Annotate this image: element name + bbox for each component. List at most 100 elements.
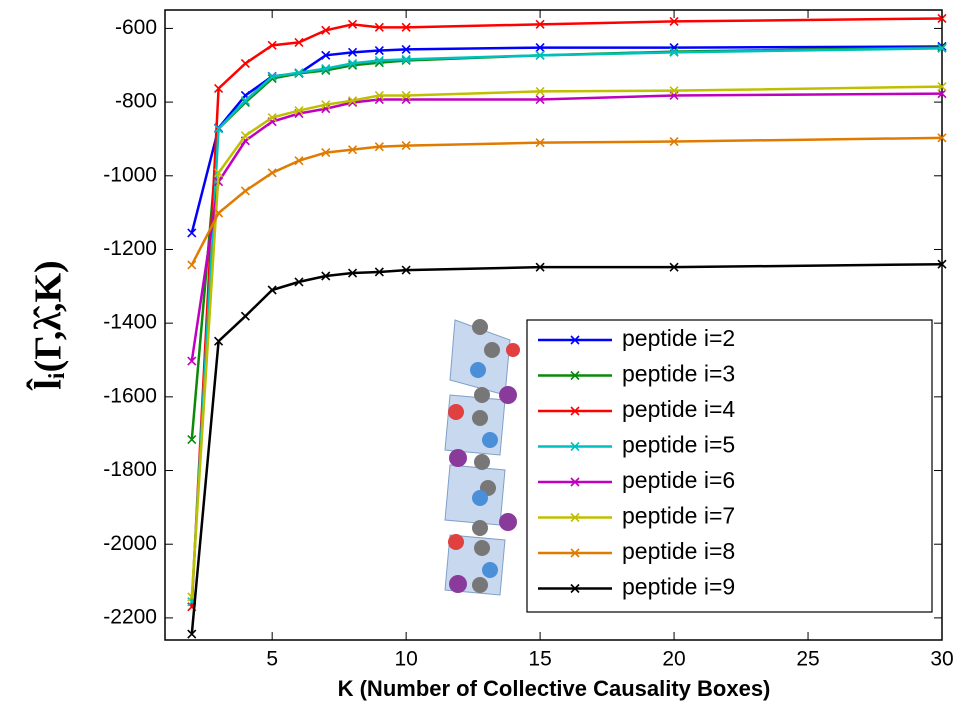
series-marker [214, 124, 224, 134]
series-marker [535, 262, 545, 272]
series-marker [187, 228, 197, 238]
series-marker [321, 271, 331, 281]
series-marker [937, 13, 947, 24]
plot-frame [164, 9, 943, 641]
series-marker [347, 145, 358, 155]
legend-label: peptide i=6 [622, 467, 735, 493]
series-marker [321, 50, 331, 60]
x-tick-label: 30 [930, 648, 953, 671]
series-marker [535, 138, 545, 148]
series-marker [401, 94, 411, 105]
x-tick-label: 10 [394, 648, 417, 671]
series-marker [347, 96, 358, 106]
series-marker [374, 22, 384, 32]
series-marker [267, 40, 277, 50]
y-tick-label: -1200 [103, 237, 157, 260]
legend-marker [570, 370, 580, 381]
legend-marker [570, 441, 580, 452]
legend-label: peptide i=8 [622, 538, 735, 564]
series-marker [347, 58, 358, 68]
series-marker [240, 131, 250, 141]
x-tick-label: 15 [528, 648, 551, 671]
series-line [190, 136, 943, 266]
legend-marker [570, 583, 580, 594]
series-line [190, 262, 943, 635]
series-line [190, 92, 943, 362]
series-marker [214, 83, 224, 94]
y-tick-label: -2000 [103, 532, 157, 555]
series-marker [669, 86, 679, 96]
legend-label: peptide i=7 [622, 503, 735, 529]
series-marker [401, 54, 411, 64]
legend-label: peptide i=5 [622, 432, 735, 458]
y-tick-label: -800 [115, 90, 157, 113]
series-marker [321, 100, 331, 110]
series-marker [294, 106, 304, 116]
series-marker [669, 16, 679, 26]
series-marker [535, 94, 545, 105]
series-marker [187, 356, 197, 366]
series-marker [535, 50, 545, 60]
series-marker [937, 89, 947, 99]
series-marker [267, 285, 277, 295]
series-marker [321, 25, 331, 35]
series-marker [347, 47, 358, 57]
series-marker [187, 260, 197, 270]
series-marker [401, 22, 411, 32]
y-tick-label: -1400 [103, 311, 157, 334]
legend-marker [570, 548, 580, 558]
series-marker [321, 148, 331, 158]
x-tick-label: 20 [662, 648, 685, 671]
series-marker [240, 96, 250, 106]
series-marker [937, 259, 947, 269]
legend-marker [570, 512, 580, 523]
series-marker [374, 267, 384, 277]
series-marker [294, 37, 304, 47]
series-marker [669, 262, 679, 272]
series-marker [240, 186, 250, 196]
series-marker [240, 58, 250, 68]
y-tick-label: -1800 [103, 458, 157, 481]
series-line [190, 45, 943, 234]
series-marker [937, 43, 947, 53]
series-marker [401, 44, 411, 54]
series-marker [214, 208, 224, 218]
series-marker [187, 435, 197, 445]
y-tick-label: -1000 [103, 163, 157, 186]
series-marker [187, 629, 197, 639]
legend-marker [570, 335, 580, 345]
series-marker [937, 133, 947, 143]
legend-label: peptide i=4 [622, 396, 735, 422]
series-marker [374, 45, 384, 56]
series-marker [401, 265, 411, 275]
series-marker [347, 268, 358, 278]
series-marker [214, 336, 224, 346]
y-tick-label: -600 [115, 16, 157, 39]
series-marker [374, 142, 384, 152]
series-marker [267, 113, 277, 123]
series-marker [669, 47, 679, 57]
series-marker [321, 64, 331, 74]
x-axis-label: K (Number of Collective Causality Boxes) [338, 676, 771, 701]
x-tick-label: 25 [796, 648, 819, 671]
legend-label: peptide i=2 [622, 325, 735, 351]
series-line [190, 17, 943, 607]
series-marker [401, 90, 411, 101]
series-marker [240, 311, 250, 321]
series-marker [294, 68, 304, 78]
series-marker [535, 19, 545, 29]
series-marker [267, 168, 277, 178]
legend-label: peptide i=3 [622, 361, 735, 387]
legend-marker [570, 477, 580, 487]
series-marker [535, 86, 545, 96]
series-marker [937, 82, 947, 92]
legend-label: peptide i=9 [622, 574, 735, 600]
legend-box [526, 319, 933, 613]
series-line [190, 85, 943, 597]
series-marker [535, 43, 545, 53]
y-axis-label: l̂ᵢ(Γ,λ̂,K) [26, 260, 69, 391]
y-tick-label: -2200 [103, 605, 157, 628]
series-marker [294, 277, 304, 287]
